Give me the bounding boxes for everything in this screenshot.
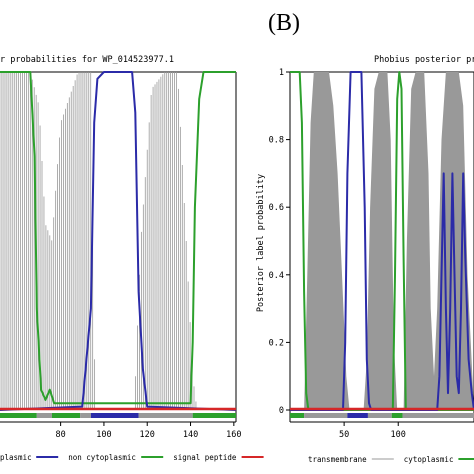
- topology-segment: [367, 413, 392, 418]
- chart-a-title: r probabilities for WP_014523977.1: [0, 55, 174, 65]
- chart-b-ylabel: Posterior label probability: [256, 174, 266, 312]
- topology-segment: [290, 413, 305, 418]
- chart-panel-a: r probabilities for WP_014523977.1 80 100…: [0, 55, 264, 462]
- x-tick-label: 100: [391, 430, 406, 440]
- x-tick-label: 100: [96, 430, 111, 440]
- y-tick-label: 1: [279, 68, 284, 78]
- series-cytoplasmic: [290, 71, 474, 411]
- series-cytoplasmic: [0, 71, 237, 411]
- y-tick-label: 0.4: [269, 271, 284, 281]
- legend-label: signal peptide: [173, 453, 237, 462]
- x-tick-label: 80: [55, 430, 65, 440]
- topology-segment: [36, 413, 52, 418]
- series-transmembrane: [0, 72, 197, 410]
- legend-label: non cytoplasmic: [68, 453, 136, 462]
- y-tick-label: 0.6: [269, 203, 284, 213]
- series-probability-curve: [290, 71, 474, 411]
- topology-segment: [192, 413, 236, 418]
- series-non-cytoplasmic: [0, 71, 236, 405]
- x-tick-label: 160: [226, 430, 241, 440]
- topology-segment: [90, 413, 139, 418]
- topology-segment: [347, 413, 368, 418]
- topology-segment: [51, 413, 81, 418]
- chart-b-title: Phobius posterior proba: [374, 55, 474, 65]
- topology-segment: [0, 413, 37, 418]
- y-tick-label: 0.2: [269, 338, 284, 348]
- y-tick-label: 0: [279, 406, 284, 416]
- chart-panel-b: Phobius posterior proba Posterior label …: [256, 55, 474, 464]
- topology-segment: [80, 413, 91, 418]
- y-tick-label: 0.8: [269, 136, 284, 146]
- x-tick-label: 120: [140, 430, 155, 440]
- legend-label: transmembrane: [308, 455, 367, 464]
- series-transmembrane: [290, 72, 474, 410]
- legend-label: plasmic: [0, 453, 32, 462]
- topology-segment: [138, 413, 193, 418]
- topology-segment: [402, 413, 474, 418]
- x-tick-label: 140: [183, 430, 198, 440]
- topology-segment: [391, 413, 403, 418]
- panel-label: (B): [268, 10, 300, 36]
- legend-label: cytoplasmic: [404, 455, 454, 464]
- topology-segment: [304, 413, 348, 418]
- x-tick-label: 50: [339, 430, 349, 440]
